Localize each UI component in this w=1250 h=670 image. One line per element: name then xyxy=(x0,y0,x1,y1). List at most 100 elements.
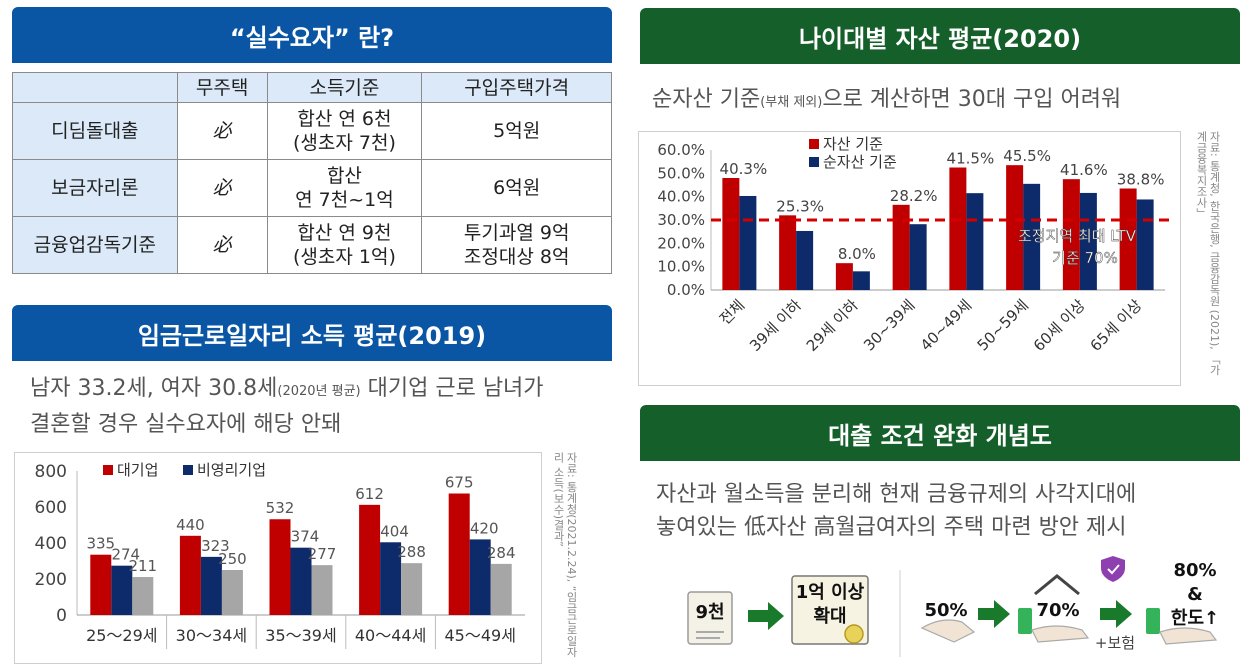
row-mark: 必 xyxy=(177,160,267,217)
y-tick-label: 30.0% xyxy=(657,211,705,229)
x-tick-label: 전체 xyxy=(716,296,748,328)
left-to-label-1: 1억 이상 xyxy=(796,582,865,603)
right-from-label: 50% xyxy=(924,600,967,621)
legend-swatch xyxy=(809,157,819,167)
bar xyxy=(739,196,756,290)
wage-desc-main: 남자 33.2세, 여자 30.8세 xyxy=(30,376,277,401)
row-price: 5억원 xyxy=(422,103,612,160)
wage-desc-line-1: 남자 33.2세, 여자 30.8세(2020년 평균) 대기업 근로 남녀가 xyxy=(30,372,610,408)
left-to-label-2: 확대 xyxy=(813,606,846,627)
row-price: 투기과열 9억 조정대상 8억 xyxy=(422,217,612,274)
table-row: 디딤돌대출 必 합산 연 6천 (생초자 7천) 5억원 xyxy=(13,103,612,160)
row-name: 디딤돌대출 xyxy=(13,103,178,160)
right-to-label-1: 80% xyxy=(1173,560,1216,581)
row-income: 합산 연 6천 (생초자 7천) xyxy=(267,103,422,160)
legend-label: 자산 기준 xyxy=(823,135,883,153)
bar xyxy=(222,570,243,615)
table-row: 금융업감독기준 必 합산 연 9천 (생초자 1억) 투기과열 9억 조정대상 8억 xyxy=(13,217,612,274)
concept-title-banner: 대출 조건 완화 개념도 xyxy=(640,405,1240,461)
wage-title-banner: 임금근로일자리 소득 평균(2019) xyxy=(12,305,612,361)
x-tick-label: 30~39세 xyxy=(860,296,918,354)
table-header-price: 구입주택가격 xyxy=(422,73,612,103)
concept-description: 자산과 월소득을 분리해 현재 금융규제의 사각지대에 놓여있는 低자산 高월급… xyxy=(656,478,1236,544)
right-mid-label: 70% xyxy=(1036,600,1079,621)
data-label: 25.3% xyxy=(776,197,824,215)
data-label: 45.5% xyxy=(1003,147,1051,165)
legend-swatch xyxy=(103,465,113,475)
table-header-blank xyxy=(13,73,178,103)
bar xyxy=(722,178,739,290)
wage-desc-tail: 대기업 근로 남녀가 xyxy=(361,376,544,401)
income-line: (생초자 7천) xyxy=(268,131,422,155)
arrow-icon xyxy=(1100,600,1132,628)
row-income: 합산 연 9천 (생초자 1억) xyxy=(267,217,422,274)
data-label: 250 xyxy=(218,550,247,568)
data-label: 277 xyxy=(308,545,337,563)
legend-swatch xyxy=(809,139,819,149)
data-label: 284 xyxy=(487,544,516,562)
income-line: 연 7천~1억 xyxy=(268,188,422,212)
bar xyxy=(1137,199,1154,290)
bar xyxy=(836,263,853,290)
x-tick-label: 29세 이하 xyxy=(803,296,862,355)
y-tick-label: 200 xyxy=(35,570,67,590)
data-label: 40.3% xyxy=(720,160,768,178)
asset-chart: 0.0% 10.0% 20.0% 30.0% 40.0% 50.0% 60.0% 40.3% 전… xyxy=(639,132,1180,385)
left-from-label: 9천 xyxy=(695,602,724,623)
y-tick-label: 400 xyxy=(35,534,67,554)
row-name: 보금자리론 xyxy=(13,160,178,217)
data-label: 420 xyxy=(470,519,499,537)
bar xyxy=(779,215,796,290)
data-label: 211 xyxy=(128,557,157,575)
table-header-no-house: 무주택 xyxy=(177,73,267,103)
reference-label: 기준 70% xyxy=(1052,249,1118,267)
data-label: 28.2% xyxy=(890,187,938,205)
table-header-income: 소득기준 xyxy=(267,73,422,103)
x-tick-label: 40～44세 xyxy=(355,626,426,645)
concept-title: 대출 조건 완화 개념도 xyxy=(828,416,1052,451)
definition-table: 무주택 소득기준 구입주택가격 디딤돌대출 必 합산 연 6천 (생초자 7천) … xyxy=(12,72,612,274)
wage-source: 자료: 통계청(2021.2.24), “임금근로일자리 소득(보수)결과” xyxy=(552,452,578,664)
y-tick-label: 0 xyxy=(56,606,67,626)
asset-desc-tail: 으로 계산하면 30대 구입 어려워 xyxy=(822,87,1121,112)
data-label: 41.6% xyxy=(1060,161,1108,179)
table-row: 보금자리론 必 합산 연 7천~1억 6억원 xyxy=(13,160,612,217)
y-tick-label: 600 xyxy=(35,498,67,518)
data-label: 288 xyxy=(397,543,426,561)
row-price: 6억원 xyxy=(422,160,612,217)
data-label: 612 xyxy=(355,485,384,503)
x-tick-label: 45～49세 xyxy=(444,626,515,645)
bar xyxy=(449,494,470,616)
right-to-label-3: 한도↑ xyxy=(1171,608,1219,629)
arrow-icon xyxy=(748,602,784,630)
definition-title-banner: “실수요자” 란? xyxy=(12,7,612,63)
asset-description: 순자산 기준(부채 제외)으로 계산하면 30대 구입 어려워 xyxy=(652,83,1232,119)
data-label: 440 xyxy=(176,516,205,534)
bar xyxy=(132,577,153,615)
data-label: 41.5% xyxy=(947,150,995,168)
x-tick-label: 25～29세 xyxy=(86,626,157,645)
definition-title: “실수요자” 란? xyxy=(230,18,394,53)
bar xyxy=(90,555,111,615)
x-tick-label: 65세 이상 xyxy=(1087,296,1146,355)
x-tick-label: 39세 이하 xyxy=(746,296,805,355)
data-label: 675 xyxy=(445,474,474,492)
bar xyxy=(491,564,512,615)
data-label: 404 xyxy=(380,522,409,540)
row-mark: 必 xyxy=(177,103,267,160)
price-line: 투기과열 9억 xyxy=(422,221,611,245)
asset-title: 나이대별 자산 평균(2020) xyxy=(799,19,1081,54)
y-tick-label: 50.0% xyxy=(657,164,705,182)
income-line: 합산 xyxy=(268,164,422,188)
legend-swatch xyxy=(183,465,193,475)
concept-diagram: 9천 1억 이상 확대 50% 70% +보험 80% & 한도↑ xyxy=(640,552,1240,668)
bar xyxy=(270,519,291,615)
arrow-icon xyxy=(978,600,1010,628)
y-tick-label: 60.0% xyxy=(657,141,705,159)
y-tick-label: 20.0% xyxy=(657,234,705,252)
right-plus-label: +보험 xyxy=(1095,634,1135,652)
asset-source: 자료: 통계청, 한국은행, 금융감독원 (2021), 「가계금융복지조사」 xyxy=(1195,131,1221,386)
x-tick-label: 60세 이상 xyxy=(1030,296,1089,355)
income-line: (생초자 1억) xyxy=(268,245,422,269)
data-label: 38.8% xyxy=(1117,171,1165,189)
